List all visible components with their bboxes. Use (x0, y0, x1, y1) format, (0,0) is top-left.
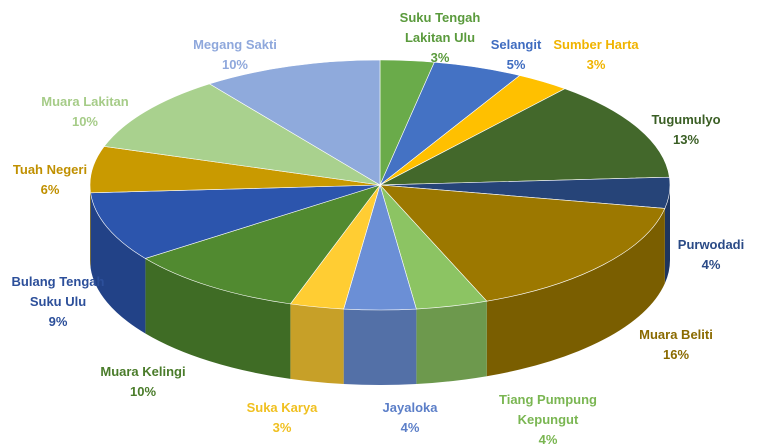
value-label: 6% (40, 182, 60, 197)
category-label: Suka Karya (246, 400, 318, 415)
value-label: 4% (538, 432, 558, 447)
data-label: Tiang Pumpung Kepungut 4% (486, 390, 611, 448)
category-label: Jayaloka (382, 400, 438, 415)
value-label: 3% (586, 57, 606, 72)
category-label: Purwodadi (677, 237, 745, 252)
slice (144, 184, 381, 305)
category-label: Muara Beliti (639, 327, 713, 342)
data-label: Selangit 5% (491, 35, 542, 75)
category-label: Megang Sakti (193, 37, 277, 52)
slice (90, 184, 381, 259)
category-label: Suku Tengah Lakitan Ulu (399, 10, 481, 45)
data-label: Suka Karya 3% (247, 398, 318, 438)
value-label: 16% (662, 347, 690, 362)
category-label: Muara Kelingi (100, 364, 186, 379)
slice (208, 59, 381, 186)
slice-side (343, 309, 417, 385)
data-label: Tugumulyo 13% (651, 110, 720, 150)
data-label: Bulang Tengah Suku Ulu 9% (3, 272, 113, 332)
category-label: Tuah Negeri (12, 162, 88, 177)
data-label: Suku Tengah Lakitan Ulu 3% (390, 8, 490, 68)
value-label: 3% (430, 50, 450, 65)
category-label: Tiang Pumpung Kepungut (499, 392, 597, 427)
value-label: 10% (71, 114, 99, 129)
data-label: Tuah Negeri 6% (13, 160, 87, 200)
slice (103, 83, 381, 186)
data-label: Muara Beliti 16% (639, 325, 713, 365)
slice (379, 184, 666, 302)
slice-side (416, 301, 487, 385)
slice-side (486, 208, 665, 377)
value-label: 13% (672, 132, 700, 147)
category-label: Bulang Tengah Suku Ulu (11, 274, 105, 309)
data-label: Megang Sakti 10% (193, 35, 277, 75)
category-label: Selangit (490, 37, 542, 52)
data-label: Sumber Harta 3% (553, 35, 638, 75)
slice-side (664, 185, 670, 284)
data-label: Jayaloka 4% (383, 398, 438, 438)
value-label: 10% (129, 384, 157, 399)
category-label: Tugumulyo (651, 112, 721, 127)
data-label: Purwodadi 4% (678, 235, 744, 275)
value-label: 9% (48, 314, 68, 329)
category-label: Sumber Harta (553, 37, 639, 52)
value-label: 10% (221, 57, 249, 72)
value-label: 4% (701, 257, 721, 272)
slice-side (290, 303, 344, 385)
slice-side (145, 258, 291, 379)
slice-side (90, 185, 91, 268)
slice-side (90, 192, 146, 334)
data-label: Muara Kelingi 10% (100, 362, 185, 402)
value-label: 3% (272, 420, 292, 435)
data-label: Muara Lakitan 10% (41, 92, 128, 132)
slice (379, 88, 670, 186)
value-label: 5% (506, 57, 526, 72)
value-label: 4% (400, 420, 420, 435)
category-label: Muara Lakitan (41, 94, 129, 109)
